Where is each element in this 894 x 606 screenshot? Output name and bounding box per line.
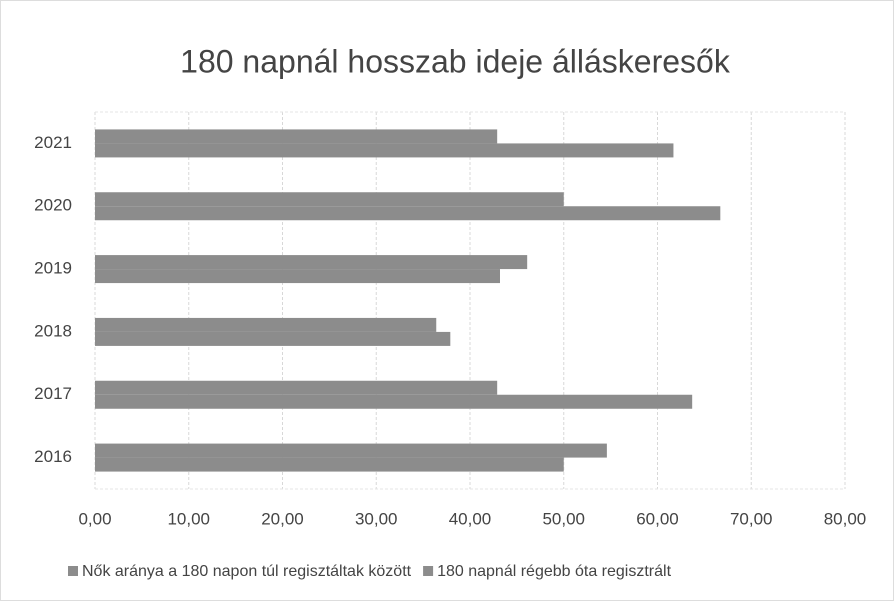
bar xyxy=(95,443,607,458)
y-tick-label: 2016 xyxy=(34,447,72,466)
legend-swatch xyxy=(68,566,78,576)
x-tick-label: 20,00 xyxy=(261,509,304,528)
bar xyxy=(95,192,564,207)
bar xyxy=(95,317,437,332)
x-tick-label: 50,00 xyxy=(542,509,585,528)
y-tick-label: 2019 xyxy=(34,259,72,278)
bar xyxy=(95,206,721,221)
y-tick-label: 2018 xyxy=(34,321,72,340)
x-tick-label: 60,00 xyxy=(636,509,679,528)
x-tick-label: 70,00 xyxy=(730,509,773,528)
legend-label: Nők aránya a 180 napon túl regisztáltak … xyxy=(82,563,412,580)
legend-swatch xyxy=(423,566,434,576)
bar xyxy=(95,331,451,346)
legend-label: 180 napnál régebb óta regisztrált xyxy=(437,563,671,580)
x-tick-label: 0,00 xyxy=(78,509,111,528)
y-tick-label: 2017 xyxy=(34,384,72,403)
x-tick-label: 10,00 xyxy=(167,509,210,528)
bar xyxy=(95,129,498,144)
chart-title: 180 napnál hosszab ideje álláskeresők xyxy=(180,43,731,79)
bar xyxy=(95,394,693,409)
bar xyxy=(95,380,498,395)
bar xyxy=(95,457,564,472)
bar xyxy=(95,269,500,284)
bar xyxy=(95,255,528,270)
y-tick-label: 2021 xyxy=(34,133,72,152)
y-tick-label: 2020 xyxy=(34,196,72,215)
x-tick-label: 40,00 xyxy=(449,509,492,528)
x-tick-label: 30,00 xyxy=(355,509,398,528)
x-tick-label: 80,00 xyxy=(824,509,867,528)
bar xyxy=(95,143,674,158)
